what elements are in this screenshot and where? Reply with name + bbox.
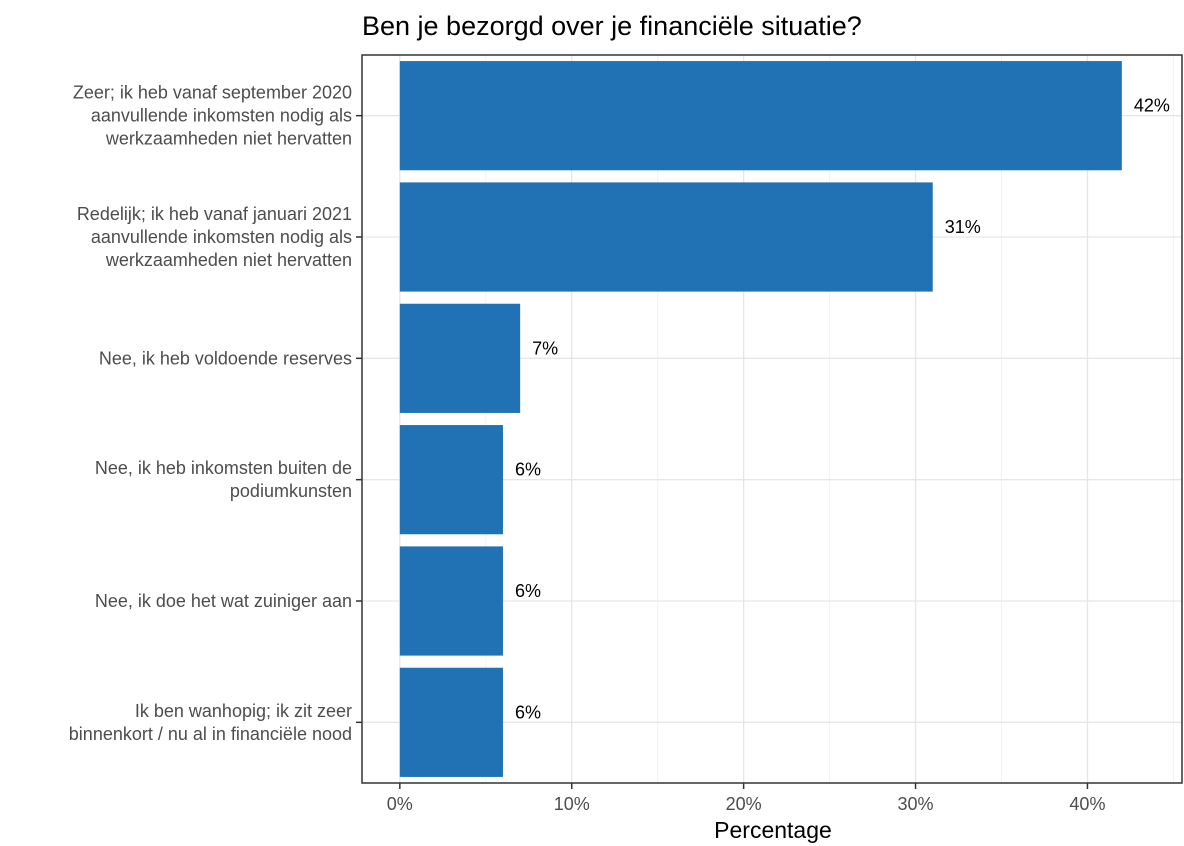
x-axis: 0% 10% 20% 30% 40% (387, 783, 1105, 814)
y-tick-label: Nee, ik heb voldoende reserves (99, 348, 352, 368)
bar (399, 667, 503, 777)
data-labels: 42% 31% 7% 6% 6% 6% (515, 96, 1170, 723)
y-axis: Zeer; ik heb vanaf september 2020 aanvull… (69, 83, 362, 744)
data-label: 6% (515, 702, 541, 722)
data-label: 6% (515, 460, 541, 480)
x-tick-label: 10% (554, 794, 590, 814)
y-tick-label: Ik ben wanhopig; ik zit zeer binnenkort /… (69, 701, 352, 744)
bar (399, 546, 503, 656)
x-axis-title: Percentage (714, 817, 832, 843)
data-label: 6% (515, 581, 541, 601)
x-tick-label: 0% (387, 794, 413, 814)
panel-border (361, 54, 1183, 784)
y-tick-label: Nee, ik heb inkomsten buiten de podiumkun… (95, 458, 352, 501)
data-label: 31% (945, 217, 981, 237)
bar (399, 182, 933, 292)
bar (399, 425, 503, 535)
y-tick-label: Redelijk; ik heb vanaf januari 2021 aanvu… (77, 204, 352, 270)
y-tick-label: Zeer; ik heb vanaf september 2020 aanvull… (73, 83, 352, 149)
bar (399, 303, 521, 413)
bar (399, 61, 1122, 171)
data-label: 42% (1134, 96, 1170, 116)
bars (399, 61, 1122, 777)
data-label: 7% (532, 338, 558, 358)
y-tick-label: Nee, ik doe het wat zuiniger aan (95, 591, 352, 611)
x-tick-label: 30% (898, 794, 934, 814)
x-tick-label: 40% (1069, 794, 1105, 814)
chart-title: Ben je bezorgd over je financiële situat… (362, 11, 862, 41)
x-tick-label: 20% (726, 794, 762, 814)
